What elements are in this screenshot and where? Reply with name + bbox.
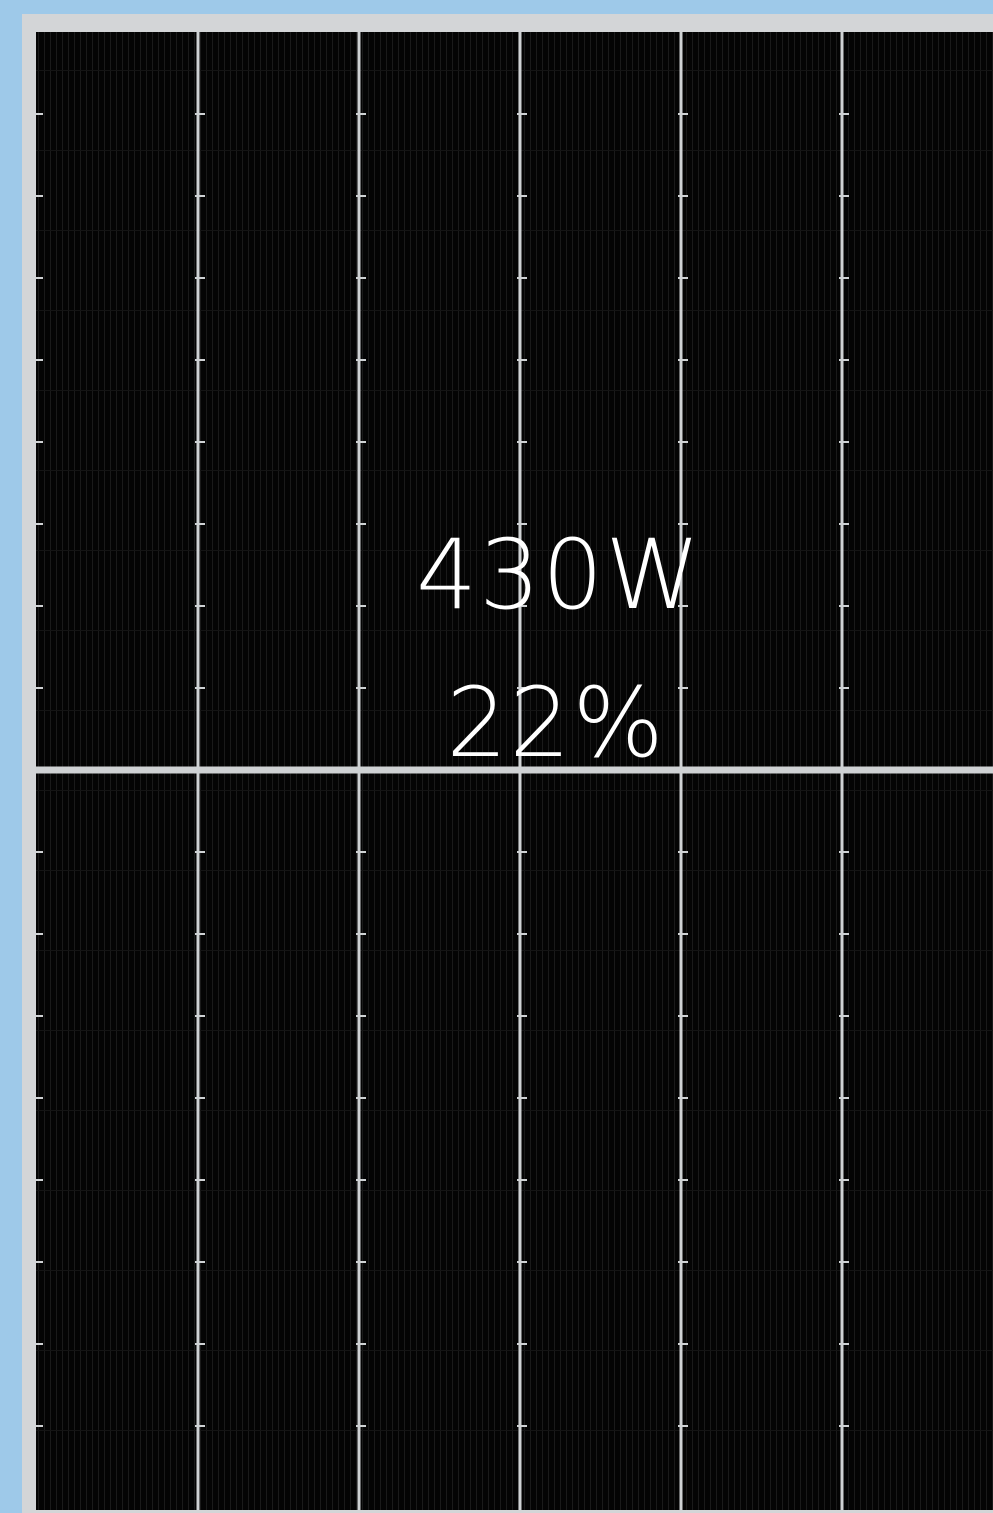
efficiency-rating: 22% [446,667,666,779]
spec-overlay: 430W 22% [416,519,703,779]
solar-cell-grid [36,32,993,1510]
power-rating: 430W [416,519,703,631]
solar-panel-icon: 430W 22% [36,32,993,1510]
